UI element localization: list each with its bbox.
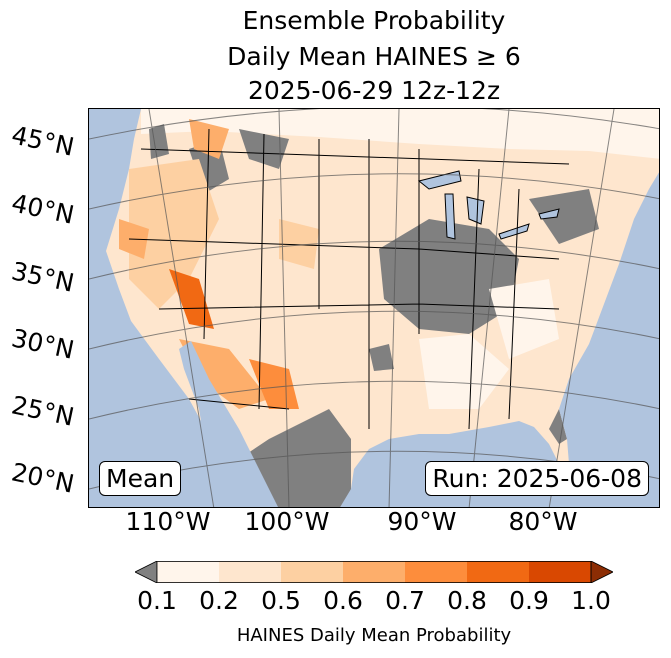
great-lakes	[417, 170, 560, 240]
colorbar-tick-label: 0.8	[447, 586, 487, 615]
colorbar-cell	[467, 561, 530, 583]
lat-label: 30°N	[8, 323, 77, 365]
colorbar-tick-label: 0.9	[509, 586, 549, 615]
lat-label: 40°N	[8, 188, 77, 230]
lat-label: 25°N	[8, 390, 77, 432]
colorbar-tick-label: 0.6	[323, 586, 363, 615]
colorbar-cell	[157, 561, 220, 583]
lat-label: 45°N	[8, 120, 77, 162]
title-line-1: Ensemble Probability	[242, 6, 506, 35]
lat-label: 20°N	[8, 457, 77, 499]
canada-region	[141, 109, 659, 159]
title-line-2: Daily Mean HAINES ≥ 6	[227, 42, 521, 71]
pacific-ocean	[89, 109, 278, 507]
colorbar-cell	[405, 561, 468, 583]
lon-label: 80°W	[508, 507, 578, 536]
colorbar	[135, 561, 613, 583]
colorbar-tick-label: 0.5	[261, 586, 301, 615]
lon-label: 90°W	[387, 507, 457, 536]
colorbar-cell	[529, 561, 592, 583]
stat-label: Mean	[99, 461, 182, 496]
colorbar-under-triangle	[135, 561, 158, 583]
lon-label: 110°W	[125, 507, 211, 536]
lon-label: 100°W	[244, 507, 330, 536]
colorbar-tick-label: 1.0	[571, 586, 611, 615]
colorbar-tick-label: 0.1	[137, 586, 177, 615]
graticule	[89, 109, 659, 507]
run-label: Run: 2025-06-08	[425, 461, 649, 496]
colorbar-tick-label: 0.2	[199, 586, 239, 615]
colorbar-over-triangle	[590, 561, 613, 583]
gulf-atlantic-ocean	[340, 172, 659, 507]
nodata-areas	[149, 124, 599, 507]
colorbar-cell	[219, 561, 282, 583]
title-line-3: 2025-06-29 12z-12z	[247, 76, 501, 105]
colorbar-cell	[281, 561, 344, 583]
colorbar-cell	[343, 561, 406, 583]
colorbar-tick-label: 0.7	[385, 586, 425, 615]
colorbar-label: HAINES Daily Mean Probability	[236, 625, 512, 646]
probability-map: Mean Run: 2025-06-08	[88, 108, 660, 508]
lat-label: 35°N	[8, 256, 77, 298]
